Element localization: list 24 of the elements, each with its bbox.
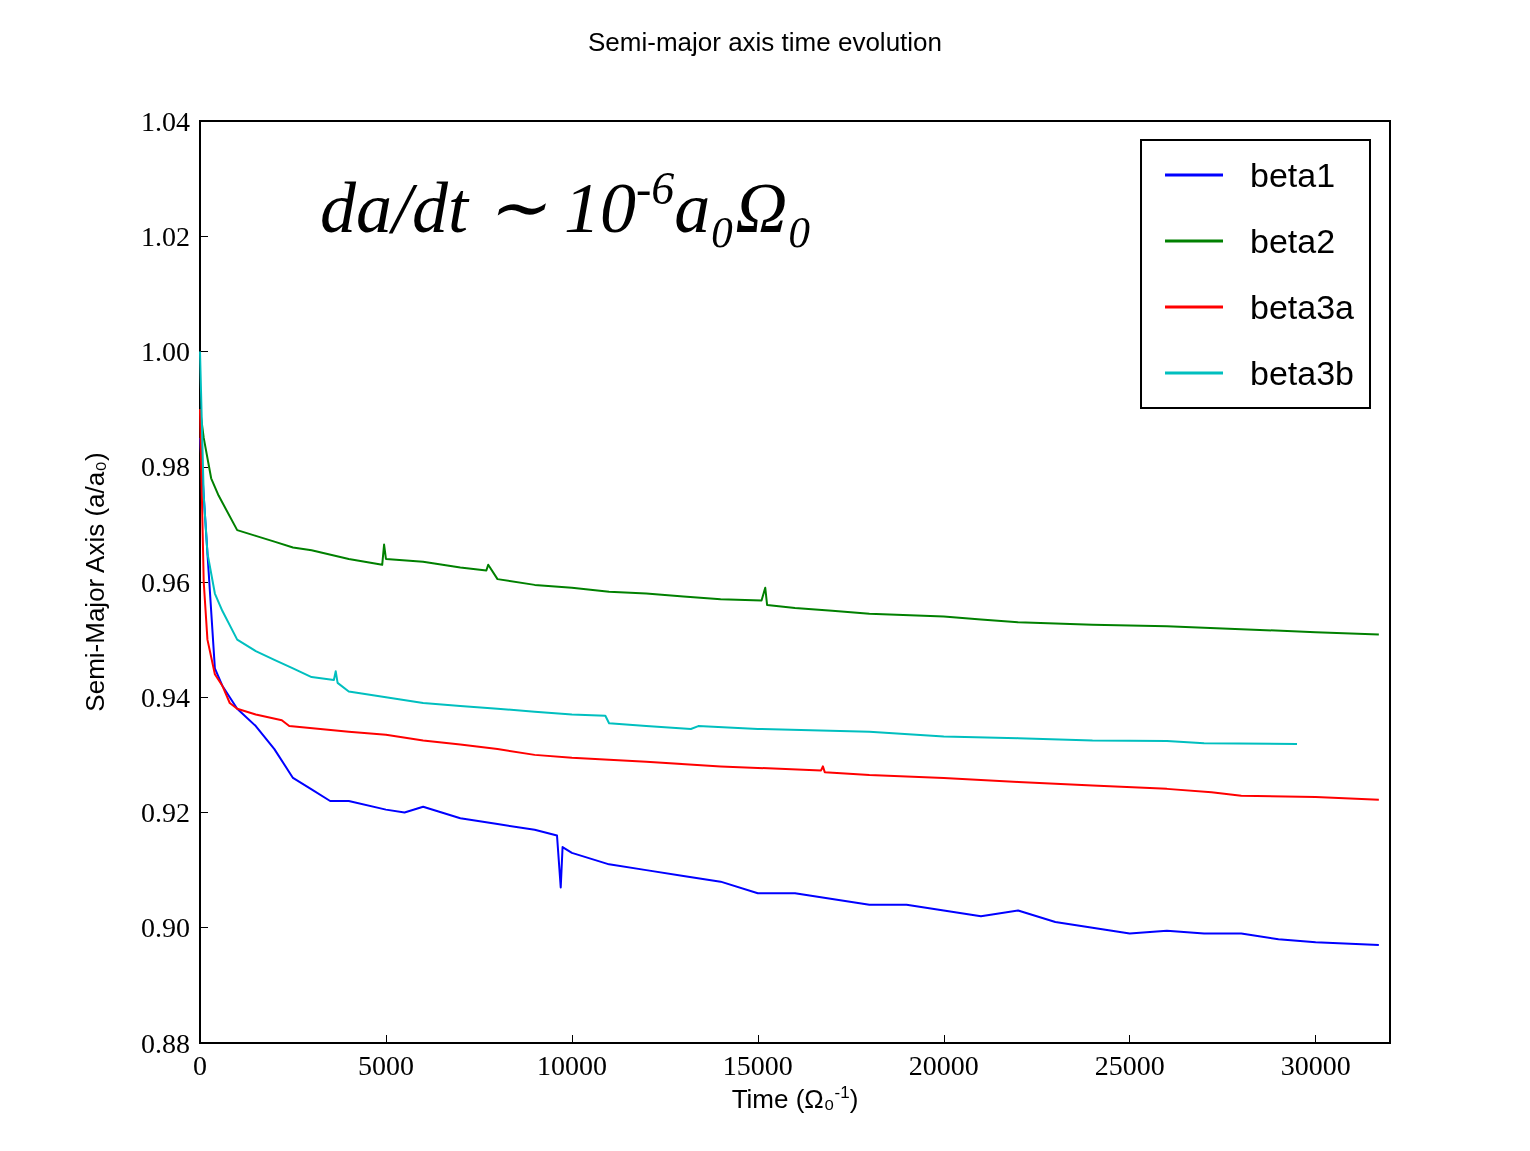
x-tick-label: 15000 (722, 1049, 793, 1081)
x-tick-label: 20000 (908, 1049, 979, 1081)
y-tick-label: 1.00 (141, 336, 190, 367)
x-tick-label: 25000 (1094, 1049, 1165, 1081)
chart-title: Semi-major axis time evolution (587, 27, 943, 57)
y-tick-label: 0.96 (141, 566, 190, 598)
x-tick-label: 30000 (1280, 1049, 1351, 1081)
y-tick-label: 0.88 (141, 1027, 190, 1059)
legend-label: beta3a (1250, 288, 1355, 326)
x-tick-label: 5000 (357, 1049, 414, 1081)
y-tick-label: 0.94 (141, 681, 190, 713)
y-tick-label: 0.98 (141, 451, 190, 483)
y-tick-label: 1.04 (141, 105, 190, 137)
y-tick-label: 1.02 (141, 220, 190, 252)
legend-label: beta3b (1250, 354, 1355, 392)
y-tick-label: 0.90 (141, 912, 190, 944)
line-series (199, 408, 1380, 801)
line-series (199, 436, 1380, 947)
legend-label: beta1 (1250, 156, 1336, 194)
x-tick-label: 10000 (536, 1049, 607, 1081)
y-tick-label: 0.92 (141, 797, 190, 828)
x-tick-label: 0 (193, 1049, 207, 1081)
legend-label: beta2 (1250, 222, 1336, 260)
y-axis-title: Semi-Major Axis (a/a₀) (80, 452, 110, 712)
